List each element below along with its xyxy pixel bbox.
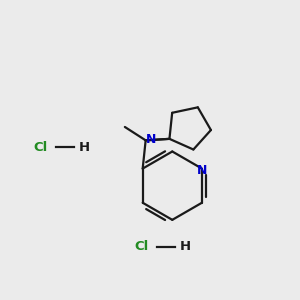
Text: H: H bbox=[179, 240, 191, 253]
Text: N: N bbox=[146, 133, 156, 146]
Text: Cl: Cl bbox=[134, 240, 148, 253]
Text: N: N bbox=[197, 164, 208, 177]
Text: H: H bbox=[79, 140, 90, 154]
Text: Cl: Cl bbox=[33, 140, 47, 154]
